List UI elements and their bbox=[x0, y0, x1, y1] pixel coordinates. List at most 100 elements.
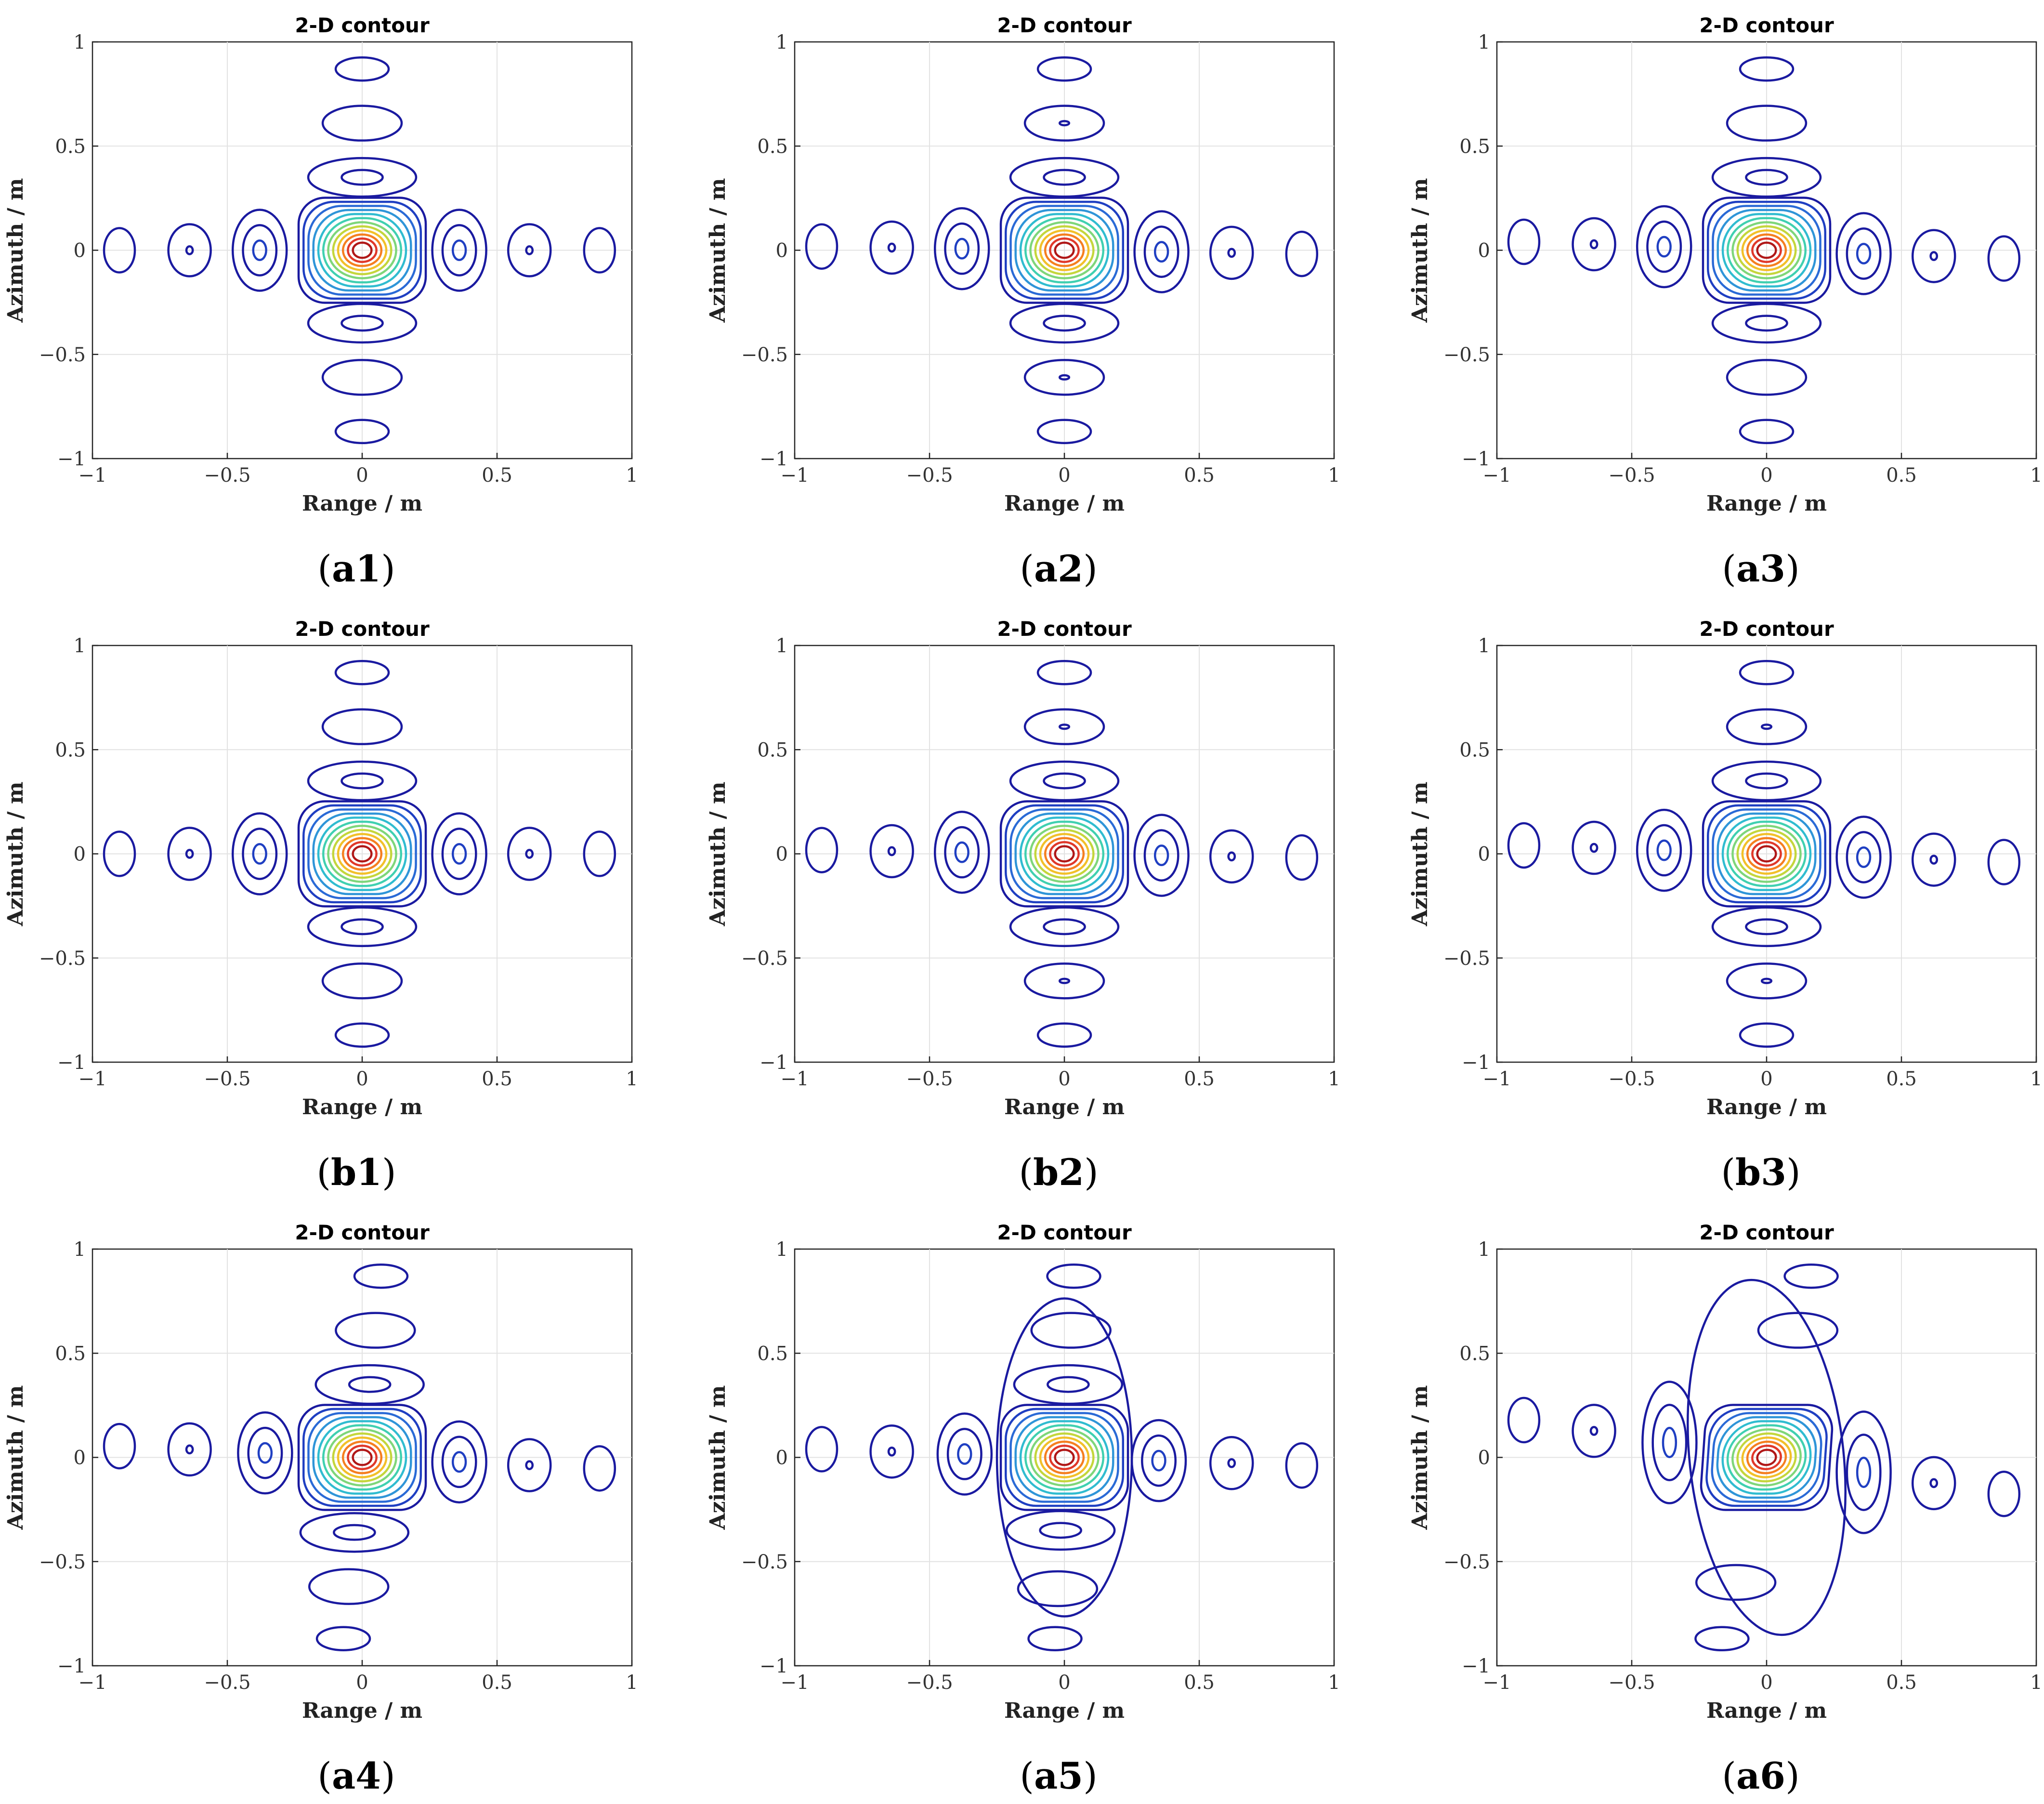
x-tick-label: −0.5 bbox=[906, 1068, 953, 1090]
mainlobe-contour bbox=[327, 825, 397, 883]
y-tick-label: −0.5 bbox=[39, 1551, 86, 1573]
x-tick-label: 1 bbox=[1328, 1068, 1340, 1090]
range-sidelobe-contour bbox=[869, 824, 914, 879]
x-axis-label: Range / m bbox=[1004, 1095, 1125, 1119]
azimuth-sidelobe-contour bbox=[1739, 1022, 1795, 1048]
y-tick-label: −1 bbox=[1462, 448, 1490, 470]
azimuth-sidelobe-contour bbox=[307, 303, 418, 344]
range-sidelobe-contour bbox=[1929, 251, 1939, 261]
azimuth-sidelobe-contour bbox=[314, 1364, 425, 1405]
x-axis-label: Range / m bbox=[302, 1095, 422, 1119]
range-sidelobe-contour bbox=[1143, 225, 1179, 278]
y-tick-label: −1 bbox=[1462, 1052, 1490, 1074]
mainlobe-contour bbox=[297, 197, 427, 304]
range-sidelobe-contour bbox=[1507, 822, 1541, 869]
y-tick-label: −0.5 bbox=[39, 344, 86, 366]
azimuth-sidelobe-contour bbox=[1043, 315, 1086, 332]
x-axis-label: Range / m bbox=[1706, 1699, 1827, 1723]
azimuth-sidelobe-contour bbox=[1726, 962, 1808, 1000]
x-tick-label: 0 bbox=[356, 464, 368, 487]
mainlobe-contour bbox=[302, 200, 422, 300]
azimuth-sidelobe-contour bbox=[1023, 708, 1105, 745]
range-sidelobe-contour bbox=[1662, 1427, 1677, 1459]
mainlobe-contour bbox=[1029, 221, 1100, 279]
range-sidelobe-contour bbox=[1589, 1426, 1599, 1436]
x-tick-label: −0.5 bbox=[1608, 1068, 1655, 1090]
range-sidelobe-contour bbox=[869, 1424, 914, 1479]
mainlobe-contour bbox=[1024, 1424, 1105, 1491]
x-axis-label: Range / m bbox=[1706, 1095, 1827, 1119]
range-sidelobe-contour bbox=[237, 1411, 293, 1495]
y-axis-label: Azimuth / m bbox=[3, 178, 28, 323]
azimuth-sidelobe-contour bbox=[334, 56, 390, 82]
range-sidelobe-contour bbox=[242, 828, 278, 880]
mainlobe-contour bbox=[1756, 1448, 1777, 1466]
mainlobe-contour bbox=[1039, 229, 1090, 271]
x-tick-label: −1 bbox=[79, 1068, 107, 1090]
mainlobe-contour bbox=[1741, 833, 1792, 875]
azimuth-sidelobe-contour bbox=[1783, 1263, 1839, 1289]
azimuth-sidelobe-contour bbox=[321, 105, 403, 142]
mainlobe-contour bbox=[1756, 845, 1777, 863]
x-tick-label: −0.5 bbox=[204, 1068, 250, 1090]
range-sidelobe-contour bbox=[167, 1422, 212, 1477]
y-axis-label: Azimuth / m bbox=[706, 1385, 730, 1530]
range-sidelobe-contour bbox=[1656, 839, 1672, 861]
range-sidelobe-contour bbox=[1835, 816, 1892, 899]
y-tick-label: −0.5 bbox=[741, 344, 788, 366]
range-sidelobe-contour bbox=[944, 222, 980, 275]
x-tick-label: 0 bbox=[1760, 464, 1772, 487]
chart-title: 2-D contour bbox=[1699, 1221, 1834, 1244]
mainlobe-contour bbox=[1751, 237, 1782, 263]
x-tick-label: 0.5 bbox=[482, 464, 512, 487]
panel-b2: −1−1 −0.5 −0.5 0 0 0.5 0.5 1 1 2-D contour Range /… bbox=[706, 617, 1340, 1194]
mainlobe-contour bbox=[1716, 812, 1817, 895]
mainlobe-contour bbox=[1039, 1436, 1090, 1478]
azimuth-sidelobe-contour bbox=[1036, 419, 1092, 445]
azimuth-sidelobe-contour bbox=[1739, 419, 1795, 445]
panel-a2: −1−1 −0.5 −0.5 0 0 0.5 0.5 1 1 2-D contour Range /… bbox=[706, 13, 1340, 590]
mainlobe-contour bbox=[341, 837, 383, 871]
chart-title: 2-D contour bbox=[295, 13, 430, 37]
azimuth-sidelobe-contour bbox=[341, 169, 384, 186]
azimuth-sidelobe-contour bbox=[1726, 708, 1808, 745]
azimuth-sidelobe-contour bbox=[1013, 1364, 1124, 1405]
azimuth-sidelobe-contour bbox=[1046, 1263, 1101, 1289]
mainlobe-contour bbox=[337, 1436, 388, 1478]
range-sidelobe-contour bbox=[933, 207, 990, 290]
range-sidelobe-contour bbox=[1929, 855, 1939, 865]
range-sidelobe-contour bbox=[451, 1451, 467, 1473]
range-sidelobe-contour bbox=[441, 224, 477, 277]
mainlobe-contour bbox=[307, 205, 417, 296]
mainlobe-contour bbox=[1004, 200, 1125, 300]
mainlobe-contour bbox=[1702, 800, 1832, 908]
azimuth-sidelobe-contour bbox=[1745, 772, 1788, 790]
mainlobe-contour bbox=[1736, 225, 1797, 276]
azimuth-sidelobe-contour bbox=[1039, 1522, 1082, 1539]
x-axis-label: Range / m bbox=[1004, 1699, 1125, 1723]
azimuth-sidelobe-contour bbox=[1023, 105, 1105, 142]
azimuth-sidelobe-contour bbox=[334, 419, 390, 445]
y-tick-label: 0 bbox=[776, 1447, 788, 1469]
range-sidelobe-contour bbox=[441, 828, 477, 880]
panel-a3: −1−1 −0.5 −0.5 0 0 0.5 0.5 1 1 2-D contour Range /… bbox=[1408, 13, 2043, 590]
range-sidelobe-contour bbox=[1646, 824, 1682, 877]
range-sidelobe-contour bbox=[1141, 1434, 1177, 1487]
x-tick-label: 0 bbox=[356, 1672, 368, 1694]
mainlobe-contour bbox=[1014, 209, 1114, 292]
x-axis-label: Range / m bbox=[302, 491, 422, 516]
mainlobe-contour bbox=[1044, 837, 1085, 871]
mainlobe-contour bbox=[297, 1404, 427, 1511]
y-tick-label: −0.5 bbox=[741, 1551, 788, 1573]
azimuth-sidelobe-contour bbox=[308, 1568, 390, 1605]
mainlobe-contour bbox=[999, 197, 1129, 304]
range-sidelobe-contour bbox=[507, 827, 552, 881]
azimuth-sidelobe-contour bbox=[1009, 303, 1120, 344]
azimuth-sidelobe-contour bbox=[1009, 906, 1120, 948]
range-sidelobe-contour bbox=[252, 843, 267, 865]
x-tick-label: 1 bbox=[626, 464, 638, 487]
azimuth-sidelobe-contour bbox=[1043, 918, 1086, 935]
range-sidelobe-contour bbox=[1285, 1442, 1319, 1489]
range-sidelobe-contour bbox=[1572, 1404, 1616, 1458]
azimuth-sidelobe-contour bbox=[1023, 359, 1105, 396]
